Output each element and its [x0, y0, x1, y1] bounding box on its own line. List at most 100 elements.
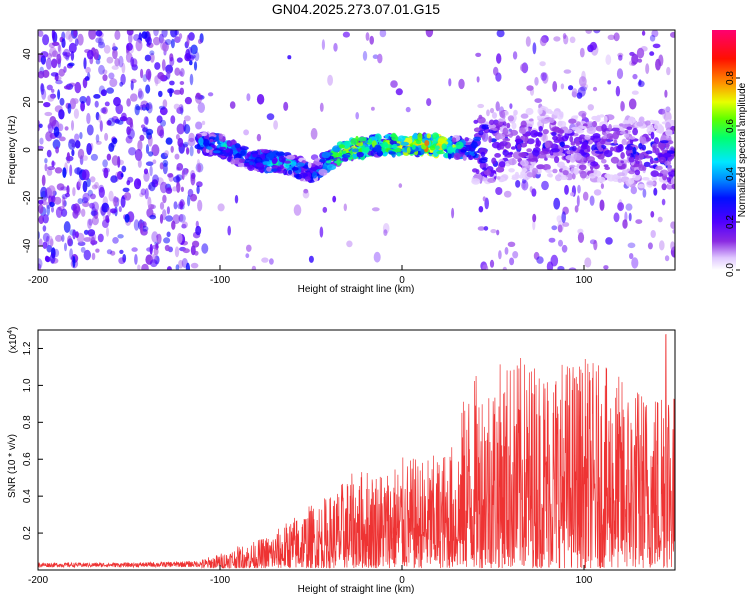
spectrogram-cell	[411, 134, 419, 140]
spectrogram-cell	[373, 251, 381, 263]
spectrogram-cell	[71, 149, 75, 157]
spectrogram-cell	[605, 114, 615, 121]
spectrogram-x-tick-label: 100	[576, 275, 593, 286]
spectrogram-cell	[574, 115, 579, 119]
spectrogram-cell	[650, 230, 656, 238]
spectrogram-cell	[59, 136, 66, 142]
spectrogram-cell	[74, 140, 81, 149]
spectrogram-cell	[576, 195, 580, 207]
spectrogram-cell	[197, 199, 203, 212]
spectrogram-cell	[565, 155, 574, 161]
spectrogram-cell	[146, 103, 153, 110]
spectrogram-cell	[201, 243, 209, 254]
spectrogram-cell	[352, 148, 359, 153]
spectrogram-cell	[112, 48, 118, 60]
spectrogram-cell	[83, 249, 91, 261]
spectrogram-cell	[110, 141, 116, 148]
spectrogram-cell	[51, 88, 55, 93]
spectrogram-cell	[98, 64, 105, 75]
spectrogram-cell	[255, 162, 264, 168]
spectrogram-cell	[569, 150, 574, 154]
spectrogram-cell	[148, 151, 154, 157]
spectrogram-cell	[165, 39, 172, 45]
spectrogram-cell	[451, 137, 457, 143]
spectrogram-cell	[544, 157, 548, 161]
spectrogram-cell	[389, 140, 397, 145]
spectrogram-cell	[207, 133, 217, 138]
spectrogram-cell	[659, 240, 665, 251]
spectrogram-cell	[312, 171, 318, 179]
spectrogram-cell	[464, 137, 470, 142]
spectrogram-cell	[672, 229, 675, 234]
spectrogram-cell	[544, 141, 550, 149]
spectrogram-cell	[374, 144, 382, 153]
spectrogram-cell	[641, 144, 647, 151]
spectrogram-cell	[447, 152, 452, 160]
spectrogram-cell	[44, 255, 49, 262]
snr-frame	[37, 329, 676, 571]
snr-y-tick-label: 0.2	[22, 526, 33, 540]
spectrogram-cell	[176, 166, 180, 171]
spectrogram-cell	[613, 139, 618, 145]
spectrogram-cell	[82, 192, 90, 203]
spectrogram-cell	[72, 203, 81, 214]
spectrogram-cell	[145, 161, 154, 166]
spectrogram-cell	[478, 147, 488, 155]
spectrogram-cell	[104, 101, 110, 107]
spectrogram-cell	[653, 123, 663, 130]
snr-x-tick-label: -100	[210, 575, 230, 586]
spectrogram-cell	[165, 215, 173, 222]
spectrogram-cell	[671, 183, 675, 190]
spectrogram-cell	[665, 129, 673, 137]
spectrogram-cell	[573, 167, 579, 175]
spectrogram-cell	[174, 67, 181, 76]
spectrogram-cell	[68, 33, 73, 43]
spectrogram-cell	[179, 81, 185, 85]
spectrogram-cell	[190, 174, 196, 186]
spectrogram-cell	[83, 229, 89, 235]
spectrogram-cell	[441, 143, 448, 150]
spectrogram-cell	[51, 30, 55, 40]
spectrogram-cell	[73, 108, 79, 119]
spectrogram-cell	[638, 116, 645, 123]
spectrogram-cell	[189, 193, 198, 202]
snr-y-tick-label: 0.6	[22, 452, 33, 466]
spectrogram-cell	[119, 249, 124, 254]
spectrogram-cell	[91, 201, 99, 213]
spectrogram-cell	[483, 169, 491, 176]
spectrogram-cell	[229, 101, 236, 109]
spectrogram-cell	[574, 205, 579, 213]
spectrogram-cell	[98, 37, 104, 46]
spectrogram-cell	[186, 147, 190, 155]
spectrogram-cell	[372, 54, 379, 59]
spectrogram-cell	[664, 89, 668, 98]
spectrogram-cell	[492, 127, 498, 131]
spectrogram-cell	[48, 235, 53, 246]
spectrogram-cell	[507, 115, 514, 122]
spectrogram-cell	[137, 264, 141, 270]
spectrogram-cell	[167, 186, 172, 192]
spectrogram-cell	[86, 112, 91, 125]
spectrogram-cell	[638, 143, 643, 150]
spectrogram-cell	[293, 204, 302, 216]
spectrogram-cell	[137, 140, 143, 152]
spectrogram-cell	[81, 208, 86, 217]
spectrogram-cell	[447, 137, 453, 141]
spectrogram-cell	[532, 42, 537, 55]
spectrogram-cell	[338, 144, 345, 149]
spectrogram-cell	[184, 96, 192, 105]
spectrogram-cell	[95, 140, 102, 145]
spectrogram-cell	[226, 140, 232, 147]
spectrogram-cell	[98, 186, 105, 198]
spectrogram-cell	[528, 152, 534, 159]
spectrogram-cell	[487, 178, 496, 183]
spectrogram-cell	[170, 145, 174, 153]
spectrogram-cell	[578, 164, 587, 171]
spectrogram-cell	[495, 101, 500, 112]
spectrogram-cell	[562, 33, 567, 39]
spectrogram-cell	[640, 136, 647, 144]
spectrogram-cell	[643, 155, 653, 159]
spectrogram-cell	[479, 161, 487, 170]
spectrogram-cell	[174, 36, 181, 43]
spectrogram-cell	[632, 73, 638, 80]
